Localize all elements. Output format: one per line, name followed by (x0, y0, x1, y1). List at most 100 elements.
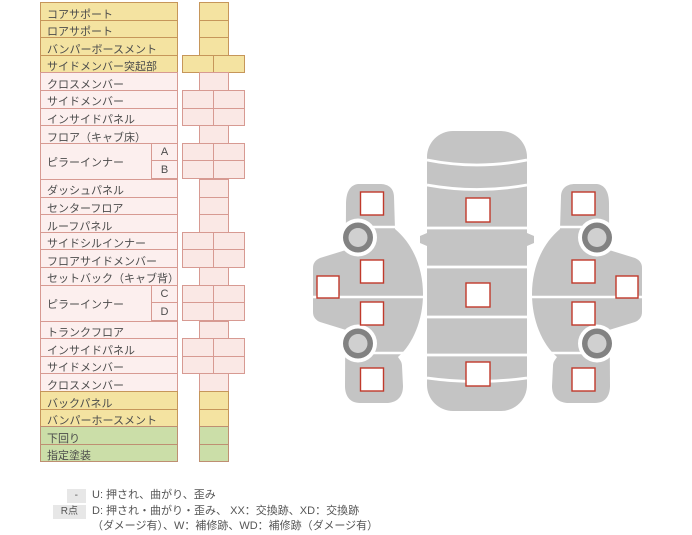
damage-code-cell[interactable] (213, 142, 245, 162)
damage-code-cell[interactable] (182, 142, 214, 162)
damage-code-cell[interactable] (182, 107, 214, 127)
marker-right-rear-door[interactable] (571, 301, 596, 326)
part-label: フロアサイドメンバー (40, 249, 178, 268)
damage-code-cell[interactable] (182, 249, 214, 268)
part-label: インサイドパネル (40, 107, 178, 127)
parts-subrow: D (151, 302, 245, 321)
parts-row: センターフロア (40, 196, 245, 216)
parts-row-group: ピラーインナー C D (40, 284, 245, 322)
parts-row: バックパネル (40, 391, 245, 410)
part-label: サイドメンバー突起部 (40, 54, 178, 74)
marker-left-front-door[interactable] (359, 259, 385, 284)
part-label: インサイドパネル (40, 338, 178, 357)
front-wheel (339, 218, 377, 257)
damage-code-cell[interactable] (213, 338, 245, 357)
damage-code-cell[interactable] (182, 302, 214, 321)
left-mirror-icon (420, 233, 427, 246)
car-top-body-shape (427, 131, 527, 411)
damage-code-cell[interactable] (182, 284, 214, 304)
damage-code-cell[interactable] (182, 89, 214, 109)
part-label: クロスメンバー (40, 373, 178, 393)
part-label: バンパーホースメント (40, 408, 178, 428)
damage-code-cell[interactable] (213, 249, 245, 268)
parts-row: フロア（キャブ床） (40, 125, 245, 144)
damage-code-cell[interactable] (213, 231, 245, 251)
parts-row: 下回り (40, 426, 245, 445)
damage-code-cell[interactable] (199, 125, 229, 144)
parts-row: インサイドパネル (40, 338, 245, 357)
damage-code-cell[interactable] (199, 373, 229, 393)
parts-row: コアサポート (40, 2, 245, 21)
part-label: クロスメンバー (40, 72, 178, 91)
part-label: サイドメンバー (40, 355, 178, 375)
legend-text: U: 押され、曲がり、歪み (92, 489, 216, 501)
parts-row: サイドメンバー (40, 89, 245, 109)
damage-code-cell[interactable] (182, 160, 214, 179)
marker-right-front-fender[interactable] (571, 191, 596, 216)
damage-code-cell[interactable] (199, 214, 229, 233)
damage-code-cell[interactable] (182, 231, 214, 251)
parts-row: バンパーホースメント (40, 408, 245, 428)
parts-row: ダッシュパネル (40, 178, 245, 198)
part-label: バンパーボースメント (40, 37, 178, 56)
damage-code-cell[interactable] (182, 54, 214, 74)
part-label: バックパネル (40, 391, 178, 410)
damage-code-cell[interactable] (199, 266, 229, 286)
damage-code-cell[interactable] (199, 320, 229, 340)
damage-code-cell[interactable] (199, 443, 229, 463)
legend: - U: 押され、曲がり、歪み R点 D: 押され・曲がり・歪み、 XX：交換跡、XD… (38, 489, 378, 535)
damage-code-cell[interactable] (213, 302, 245, 321)
legend-row: （ダメージ有）、W：補修跡、WD：補修跡（ダメージ有） (38, 520, 378, 534)
damage-code-cell[interactable] (213, 355, 245, 375)
car-diagram (313, 131, 644, 411)
damage-code-cell[interactable] (199, 178, 229, 198)
parts-row: 指定塗装 (40, 443, 245, 463)
legend-badge: R点 (52, 504, 86, 519)
marker-top-hood[interactable] (465, 197, 491, 223)
damage-code-cell[interactable] (213, 89, 245, 109)
marker-left-front-fender[interactable] (359, 191, 385, 216)
marker-left-roof-side[interactable] (316, 275, 340, 299)
damage-code-cell[interactable] (213, 284, 245, 304)
part-sublabel: B (151, 160, 178, 179)
parts-row: セットバック（キャブ背） (40, 266, 245, 286)
parts-row: フロアサイドメンバー (40, 249, 245, 268)
part-label: コアサポート (40, 2, 178, 21)
damage-code-cell[interactable] (199, 196, 229, 216)
legend-badge: - (66, 489, 86, 503)
right-mirror-icon (527, 233, 534, 246)
damage-code-cell[interactable] (182, 338, 214, 357)
part-label: 指定塗装 (40, 443, 178, 463)
part-sublabel: D (151, 302, 178, 321)
damage-code-cell[interactable] (199, 37, 229, 56)
marker-right-rear-fender[interactable] (571, 367, 596, 392)
part-label: ピラーインナー (40, 284, 152, 322)
part-label: トランクフロア (40, 320, 178, 340)
part-label: 下回り (40, 426, 178, 445)
marker-left-rear-fender[interactable] (359, 367, 385, 392)
damage-code-cell[interactable] (213, 107, 245, 127)
rear-wheel (339, 324, 377, 363)
part-sublabel: C (151, 284, 178, 304)
damage-code-cell[interactable] (199, 72, 229, 91)
damage-code-cell[interactable] (199, 2, 229, 21)
parts-row: ルーフパネル (40, 214, 245, 233)
damage-code-cell[interactable] (182, 355, 214, 375)
damage-code-cell[interactable] (213, 160, 245, 179)
part-label: ピラーインナー (40, 142, 152, 180)
damage-code-cell[interactable] (213, 54, 245, 74)
damage-code-cell[interactable] (199, 19, 229, 39)
damage-code-cell[interactable] (199, 426, 229, 445)
marker-right-roof-side[interactable] (615, 275, 639, 299)
parts-row: サイドメンバー突起部 (40, 54, 245, 74)
damage-code-cell[interactable] (199, 408, 229, 428)
damage-code-cell[interactable] (199, 391, 229, 410)
marker-top-trunk[interactable] (465, 361, 491, 387)
legend-text: （ダメージ有）、W：補修跡、WD：補修跡（ダメージ有） (92, 520, 379, 532)
marker-right-front-door[interactable] (571, 259, 596, 284)
marker-top-roof[interactable] (465, 282, 491, 308)
parts-row: インサイドパネル (40, 107, 245, 127)
parts-row: バンパーボースメント (40, 37, 245, 56)
marker-left-rear-door[interactable] (359, 301, 385, 326)
part-label: ルーフパネル (40, 214, 178, 233)
